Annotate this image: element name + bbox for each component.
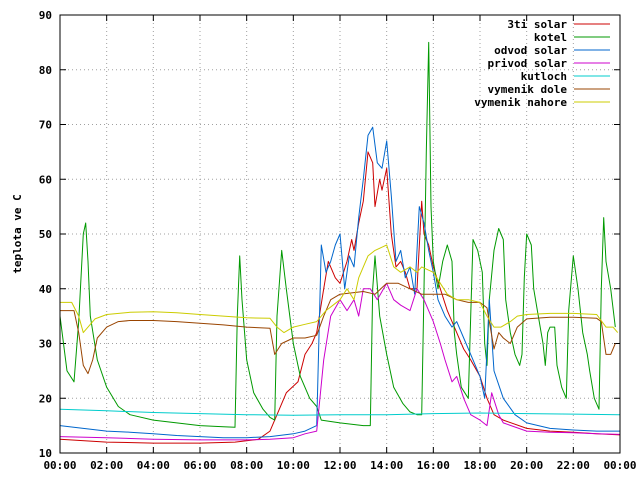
series-line-vymenik-nahore bbox=[60, 244, 619, 334]
x-tick-label: 02:00 bbox=[90, 459, 123, 472]
y-tick-label: 20 bbox=[39, 392, 52, 405]
y-tick-label: 40 bbox=[39, 283, 52, 296]
x-tick-label: 12:00 bbox=[323, 459, 356, 472]
series-line-kutloch bbox=[59, 408, 621, 416]
series-layer bbox=[59, 41, 621, 444]
axes: 10 20 30 40 50 60 70 80 90 00:00 02:00 04:00 06:00 08… bbox=[39, 9, 637, 472]
x-tick-label: 22:00 bbox=[557, 459, 590, 472]
series-line-kotel bbox=[59, 41, 616, 428]
series-line-vymenik-dole bbox=[60, 282, 616, 375]
y-tick-label: 90 bbox=[39, 9, 52, 22]
series-line-odvod-solar bbox=[59, 126, 620, 439]
legend-label-privod-solar: privod solar bbox=[488, 57, 568, 70]
plot-frame bbox=[59, 14, 621, 454]
legend-label-vymenik-dole: vymenik dole bbox=[488, 83, 568, 96]
legend-label-odvod-solar: odvod solar bbox=[494, 44, 567, 57]
y-tick-label: 80 bbox=[39, 64, 52, 77]
y-axis-label: teplota ve C bbox=[11, 194, 24, 273]
x-tick-label: 00:00 bbox=[603, 459, 636, 472]
x-tick-label: 00:00 bbox=[43, 459, 76, 472]
y-tick-label: 10 bbox=[39, 447, 52, 460]
x-tick-label: 18:00 bbox=[463, 459, 496, 472]
x-tick-label: 04:00 bbox=[137, 459, 170, 472]
y-tick-label: 30 bbox=[39, 338, 52, 351]
legend-label-kotel: kotel bbox=[534, 31, 567, 44]
x-tick-label: 08:00 bbox=[230, 459, 263, 472]
x-tick-label: 10:00 bbox=[277, 459, 310, 472]
legend-label-kutloch: kutloch bbox=[521, 70, 567, 83]
y-tick-label: 50 bbox=[39, 228, 52, 241]
series-line-privod-solar bbox=[59, 282, 621, 441]
x-tick-label: 06:00 bbox=[183, 459, 216, 472]
y-tick-label: 60 bbox=[39, 173, 52, 186]
series-line-3ti-solar bbox=[59, 151, 621, 444]
y-tick-label: 70 bbox=[39, 119, 52, 132]
x-tick-label: 16:00 bbox=[417, 459, 450, 472]
x-tick-label: 20:00 bbox=[510, 459, 543, 472]
legend-label-vymenik-nahore: vymenik nahore bbox=[474, 96, 567, 109]
x-tick-label: 14:00 bbox=[370, 459, 403, 472]
legend-label-3ti-solar: 3ti solar bbox=[507, 18, 567, 31]
